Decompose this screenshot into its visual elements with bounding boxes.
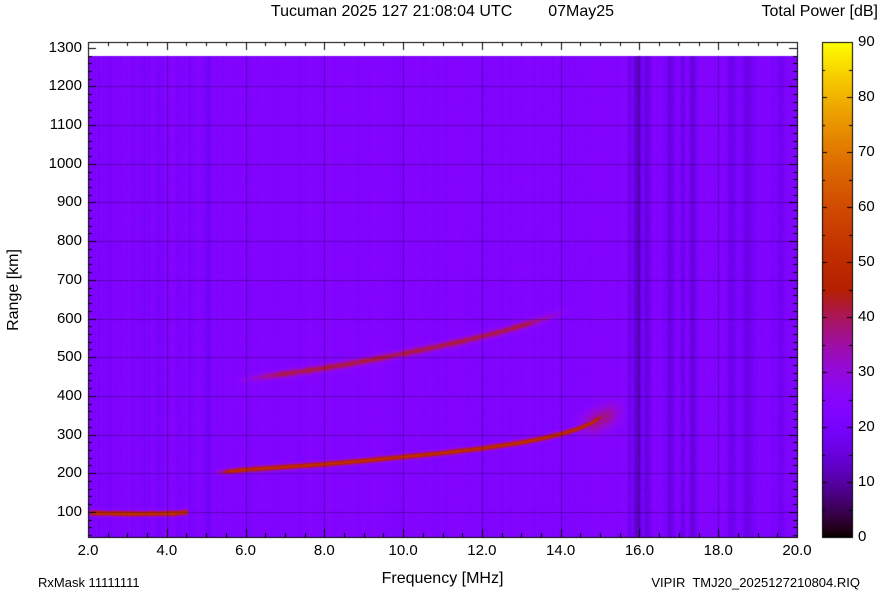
station-datetime-label: Tucuman 2025 127 21:08:04 UTC xyxy=(270,3,513,20)
colorbar-title: Total Power [dB] xyxy=(761,3,879,20)
rx-mask-label: RxMask 11111111 xyxy=(38,575,140,590)
y-axis-title: Range [km] xyxy=(5,249,22,331)
x-axis-title: Frequency [MHz] xyxy=(381,570,504,587)
date-label: 07May25 xyxy=(548,3,615,20)
data-file-label: VIPIR TMJ20_2025127210804.RIQ xyxy=(651,575,860,590)
plot-title: Tucuman 2025 127 21:08:04 UTC 07May25 xyxy=(88,2,797,22)
